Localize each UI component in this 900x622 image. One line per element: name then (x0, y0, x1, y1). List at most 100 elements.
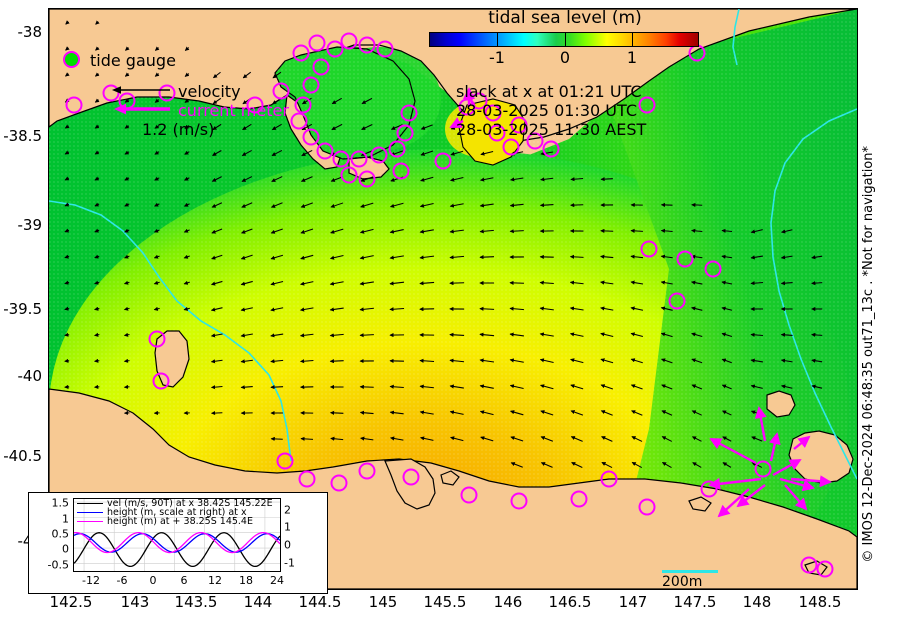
tide-gauge-marker[interactable] (290, 112, 308, 130)
tide-gauge-marker[interactable] (358, 36, 376, 54)
velocity-arrow (630, 306, 644, 311)
tide-gauge-marker[interactable] (400, 104, 418, 122)
tide-gauge-marker[interactable] (470, 92, 488, 110)
tide-gauge-marker[interactable] (302, 76, 320, 94)
velocity-arrow (631, 436, 643, 442)
tide-gauge-marker[interactable] (340, 32, 358, 50)
tide-gauge-marker[interactable] (294, 96, 312, 114)
tide-gauge-marker[interactable] (350, 150, 368, 168)
velocity-arrow (780, 255, 793, 260)
colorbar-tick-label: 1 (626, 48, 638, 67)
velocity-arrow (630, 332, 644, 338)
velocity-arrow (570, 410, 584, 416)
tide-gauge-marker[interactable] (676, 250, 694, 268)
tide-gauge-marker[interactable] (330, 474, 348, 492)
velocity-arrow (125, 46, 130, 51)
tide-gauge-marker[interactable] (312, 58, 330, 76)
tide-gauge-marker[interactable] (102, 84, 120, 102)
velocity-arrow (480, 436, 494, 442)
velocity-arrow (153, 306, 160, 311)
map-panel[interactable] (48, 8, 858, 590)
tide-gauge-marker[interactable] (276, 452, 294, 470)
tide-gauge-marker[interactable] (358, 170, 376, 188)
tide-gauge-marker[interactable] (754, 460, 772, 478)
tide-gauge-marker[interactable] (402, 468, 420, 486)
tide-gauge-marker[interactable] (502, 138, 520, 156)
tide-gauge-marker[interactable] (510, 116, 528, 134)
tide-gauge-marker[interactable] (298, 470, 316, 488)
velocity-arrow (630, 254, 644, 259)
tide-gauge-marker[interactable] (570, 490, 588, 508)
tide-gauge-marker[interactable] (396, 124, 414, 142)
tide-gauge-marker[interactable] (640, 240, 658, 258)
velocity-arrow (480, 151, 494, 156)
tide-gauge-marker[interactable] (302, 128, 320, 146)
tide-gauge-marker[interactable] (526, 132, 544, 150)
velocity-arrow (270, 359, 284, 364)
velocity-arrow (570, 358, 584, 364)
velocity-arrow (750, 229, 763, 234)
tide-gauge-marker[interactable] (332, 150, 350, 168)
tide-gauge-marker[interactable] (272, 82, 290, 100)
velocity-arrow (509, 203, 524, 208)
tide-gauge-marker[interactable] (488, 124, 506, 142)
velocity-arrow (661, 436, 673, 442)
velocity-arrow (360, 150, 373, 156)
velocity-arrow (64, 228, 70, 233)
tide-gauge-marker[interactable] (370, 146, 388, 164)
tide-gauge-marker[interactable] (700, 480, 718, 498)
tide-gauge-marker[interactable] (638, 498, 656, 516)
tide-gauge-marker[interactable] (510, 492, 528, 510)
tide-gauge-marker[interactable] (152, 372, 170, 390)
tide-gauge-marker[interactable] (65, 96, 83, 114)
tide-gauge-marker[interactable] (542, 140, 560, 158)
tide-gauge-marker[interactable] (388, 140, 406, 158)
tide-gauge-marker[interactable] (148, 330, 166, 348)
x-tick-label: 142.5 (49, 593, 93, 611)
tide-gauge-marker[interactable] (158, 84, 176, 102)
velocity-arrow (124, 176, 130, 181)
tide-gauge-marker[interactable] (460, 486, 478, 504)
tide-gauge-marker[interactable] (292, 44, 310, 62)
velocity-arrow (569, 254, 584, 259)
tide-gauge-marker[interactable] (638, 96, 656, 114)
x-tick-label: 147 (618, 593, 648, 611)
velocity-arrow (419, 384, 434, 389)
tide-gauge-marker[interactable] (308, 34, 326, 52)
tide-gauge-marker[interactable] (340, 166, 358, 184)
tide-gauge-marker[interactable] (704, 260, 722, 278)
velocity-arrow (123, 358, 130, 363)
slack-time-text: slack at x at 01:21 UTC (456, 82, 642, 101)
timeseries-inset-panel[interactable]: 1.5 1 0.5 0 -0.5 2 1 0 -1 -12 -6 0 6 12 … (28, 492, 328, 594)
velocity-arrow (419, 281, 435, 286)
map-canvas[interactable] (49, 9, 857, 589)
velocity-arrow (449, 384, 464, 389)
velocity-arrow (600, 228, 614, 233)
tide-gauge-marker[interactable] (358, 462, 376, 480)
velocity-arrow (272, 71, 282, 79)
velocity-arrow (750, 281, 764, 286)
velocity-arrow (299, 333, 314, 338)
tide-gauge-marker[interactable] (668, 292, 686, 310)
velocity-arrow (64, 306, 70, 311)
tide-gauge-marker[interactable] (392, 162, 410, 180)
velocity-arrow (600, 306, 614, 311)
inset-x-tick-label: 24 (270, 574, 284, 587)
velocity-arrow (569, 306, 584, 311)
tide-gauge-marker[interactable] (326, 40, 344, 58)
velocity-arrow (94, 176, 100, 181)
tide-gauge-marker[interactable] (800, 556, 818, 574)
tide-gauge-marker[interactable] (600, 470, 618, 488)
tide-gauge-marker[interactable] (376, 40, 394, 58)
velocity-arrow (510, 436, 524, 442)
velocity-arrow (94, 358, 100, 363)
velocity-arrow (241, 176, 253, 182)
tide-gauge-marker[interactable] (246, 96, 264, 114)
current-meter-arrow (449, 117, 464, 129)
velocity-arrow (449, 410, 464, 415)
tide-gauge-marker[interactable] (816, 560, 834, 578)
velocity-arrow (94, 254, 100, 259)
tide-gauge-marker[interactable] (434, 152, 452, 170)
tide-gauge-marker[interactable] (484, 104, 502, 122)
tide-gauge-marker[interactable] (316, 142, 334, 160)
